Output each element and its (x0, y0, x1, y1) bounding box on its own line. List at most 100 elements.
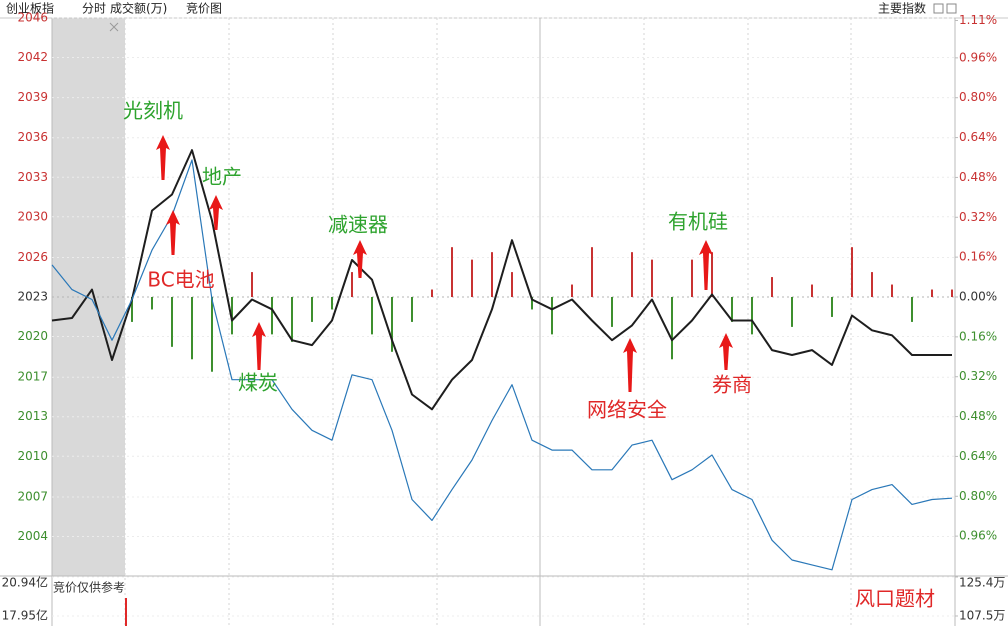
y2-tick-label: 0.80% (959, 489, 997, 503)
volume-bar (631, 252, 633, 297)
volume-bar (671, 297, 673, 360)
y2-tick-label: 0.96% (959, 529, 997, 543)
volume-bar (871, 272, 873, 297)
y2-tick-label: 0.32% (959, 210, 997, 224)
volume-bar (491, 252, 493, 297)
annotation-arrow (252, 322, 266, 370)
annotation: 地产 (202, 165, 242, 189)
volume-bar (731, 297, 733, 322)
volume-bar (291, 297, 293, 342)
annotation-arrow (699, 240, 713, 290)
annotation-arrow (719, 333, 733, 370)
y2-tick-label: 0.16% (959, 329, 997, 343)
volume-bar (771, 277, 773, 297)
volume-bar (131, 297, 133, 322)
y2-tick-label: 0.32% (959, 369, 997, 383)
annotation: 风口题材 (855, 587, 935, 611)
series-line (51, 149, 952, 411)
volume-bar (691, 259, 693, 297)
volume-bar (931, 289, 933, 297)
y-tick-label: 20.94亿 (2, 575, 48, 590)
y-tick-label: 2030 (17, 209, 48, 223)
y-tick-label: 2023 (17, 290, 48, 304)
volume-bar (611, 297, 613, 327)
annotation-arrow (623, 338, 637, 392)
volume-bar (811, 284, 813, 297)
header-tab[interactable]: 竞价图 (186, 2, 222, 16)
header-tab[interactable]: 成交额(万) (110, 1, 167, 16)
close-icon (109, 22, 119, 32)
volume-bar (571, 284, 573, 297)
volume-bar (351, 272, 353, 297)
series-line (51, 159, 953, 571)
volume-bar (431, 289, 433, 297)
y2-tick-label: 1.11% (959, 13, 997, 27)
volume-bar (191, 297, 193, 360)
y-tick-label: 2013 (17, 409, 48, 423)
volume-bar (891, 284, 893, 297)
y-tick-label: 2039 (17, 90, 48, 104)
volume-bar (251, 272, 253, 297)
y-tick-label: 2033 (17, 170, 48, 184)
y2-tick-label: 125.4万 (959, 576, 1005, 590)
annotation-arrow (209, 195, 223, 230)
header-button[interactable]: 主要指数 (878, 1, 926, 16)
volume-bar (271, 297, 273, 335)
y-tick-label: 2026 (17, 250, 48, 264)
volume-bar (831, 297, 833, 317)
volume-bar (411, 297, 413, 322)
vertical-grid (124, 18, 852, 626)
annotation-arrow (353, 240, 367, 278)
annotation: BC电池 (147, 268, 214, 292)
y-tick-label: 2007 (17, 489, 48, 503)
annotation: 光刻机 (123, 99, 183, 123)
volume-bar (451, 247, 453, 297)
y-tick-label: 2042 (17, 50, 48, 64)
y2-tick-label: 0.96% (959, 50, 997, 64)
y-tick-label: 2004 (17, 529, 48, 543)
volume-bar (371, 297, 373, 335)
y-tick-label: 2010 (17, 449, 48, 463)
annotation: 有机硅 (668, 210, 728, 234)
volume-bar (511, 272, 513, 297)
volume-bar (311, 297, 313, 322)
volume-bar (591, 247, 593, 297)
y2-tick-label: 107.5万 (959, 608, 1005, 622)
y-tick-label: 17.95亿 (2, 607, 48, 622)
volume-bar (391, 297, 393, 352)
y2-tick-label: 0.48% (959, 409, 997, 423)
annotation-arrow (166, 210, 180, 255)
y-tick-label: 2036 (17, 130, 48, 144)
volume-bar (551, 297, 553, 335)
volume-bar (711, 252, 713, 297)
volume-bar (211, 297, 213, 372)
volume-bar (911, 297, 913, 322)
header-tab[interactable]: 分时 (82, 2, 106, 16)
volume-bar (951, 289, 953, 297)
volume-bar (531, 297, 533, 310)
y2-tick-label: 0.16% (959, 250, 997, 264)
annotation-arrow (156, 135, 170, 180)
y-tick-label: 2046 (17, 11, 48, 25)
y-tick-label: 2020 (17, 329, 48, 343)
volume-bar (151, 297, 153, 310)
auction-volume-bar (125, 598, 127, 626)
volume-bar (471, 259, 473, 297)
annotation: 煤炭 (238, 371, 278, 395)
volume-bar (651, 259, 653, 297)
volume-bar (171, 297, 173, 347)
volume-bar (791, 297, 793, 327)
header-icon[interactable] (933, 3, 944, 14)
volume-bar (851, 247, 853, 297)
y2-tick-label: 0.00% (959, 290, 997, 304)
annotation: 网络安全 (587, 398, 667, 422)
y-tick-label: 2017 (17, 370, 48, 384)
y2-tick-label: 0.80% (959, 90, 997, 104)
sub-panel-note: 竞价仅供参考 (53, 580, 125, 595)
y2-tick-label: 0.64% (959, 449, 997, 463)
volume-bar (751, 297, 753, 335)
header-icon[interactable] (946, 3, 957, 14)
y2-tick-label: 0.48% (959, 170, 997, 184)
